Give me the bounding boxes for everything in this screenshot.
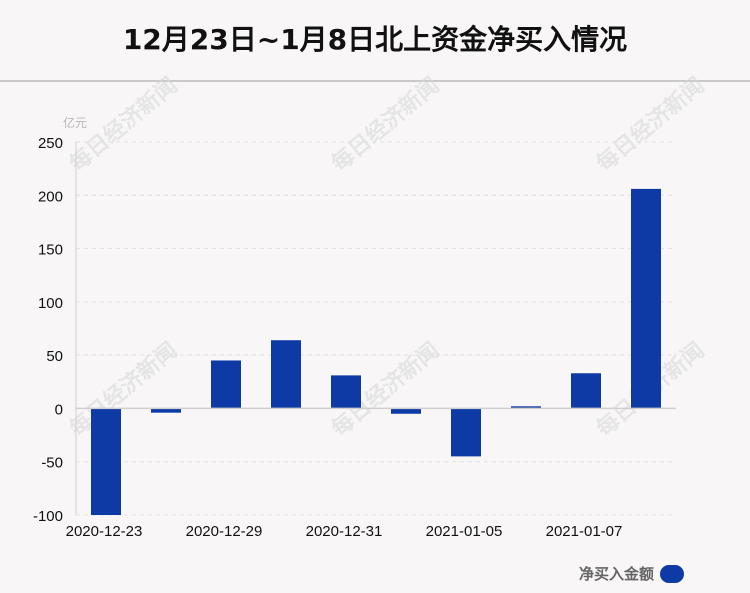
legend-label: 净买入金额 [578,565,654,583]
bar-2020-12-24 [151,408,181,413]
bar-2020-12-23 [91,408,121,515]
x-tick-label: 2020-12-29 [186,523,263,540]
x-tick-label: 2021-01-07 [546,523,623,540]
x-tick-label: 2021-01-05 [426,523,503,540]
bar-2020-12-30 [271,340,301,409]
y-tick-label: 0 [55,401,63,418]
y-tick-label: -100 [33,508,63,525]
legend-swatch [660,564,684,583]
bar-2020-12-29 [211,360,241,409]
y-tick-label: 200 [38,188,63,205]
bar-2021-01-08 [631,188,661,409]
y-tick-label: -50 [41,455,63,472]
y-tick-label: 250 [38,135,63,152]
y-axis-unit: 亿元 [63,116,88,130]
watermark-2: 每日经济新闻 [592,72,710,177]
title-divider [0,80,750,82]
bar-2020-12-31 [331,375,361,409]
y-tick-label: 100 [38,295,63,312]
watermark-1: 每日经济新闻 [327,72,445,177]
y-tick-label: 150 [38,242,63,259]
y-tick-label: 50 [46,348,63,365]
bar-2021-01-05 [451,408,481,457]
bar-2021-01-06 [511,406,541,409]
chart-title: 12月23日~1月8日北上资金净买入情况 [122,23,628,56]
bar-2021-01-04 [391,408,421,414]
watermark-3: 每日经济新闻 [65,337,183,442]
x-tick-label: 2020-12-31 [306,523,383,540]
legend[interactable]: 净买入金额 [579,563,684,584]
bar-2021-01-07 [571,373,601,409]
x-tick-label: 2020-12-23 [66,523,143,540]
watermark-0: 每日经济新闻 [65,72,183,177]
